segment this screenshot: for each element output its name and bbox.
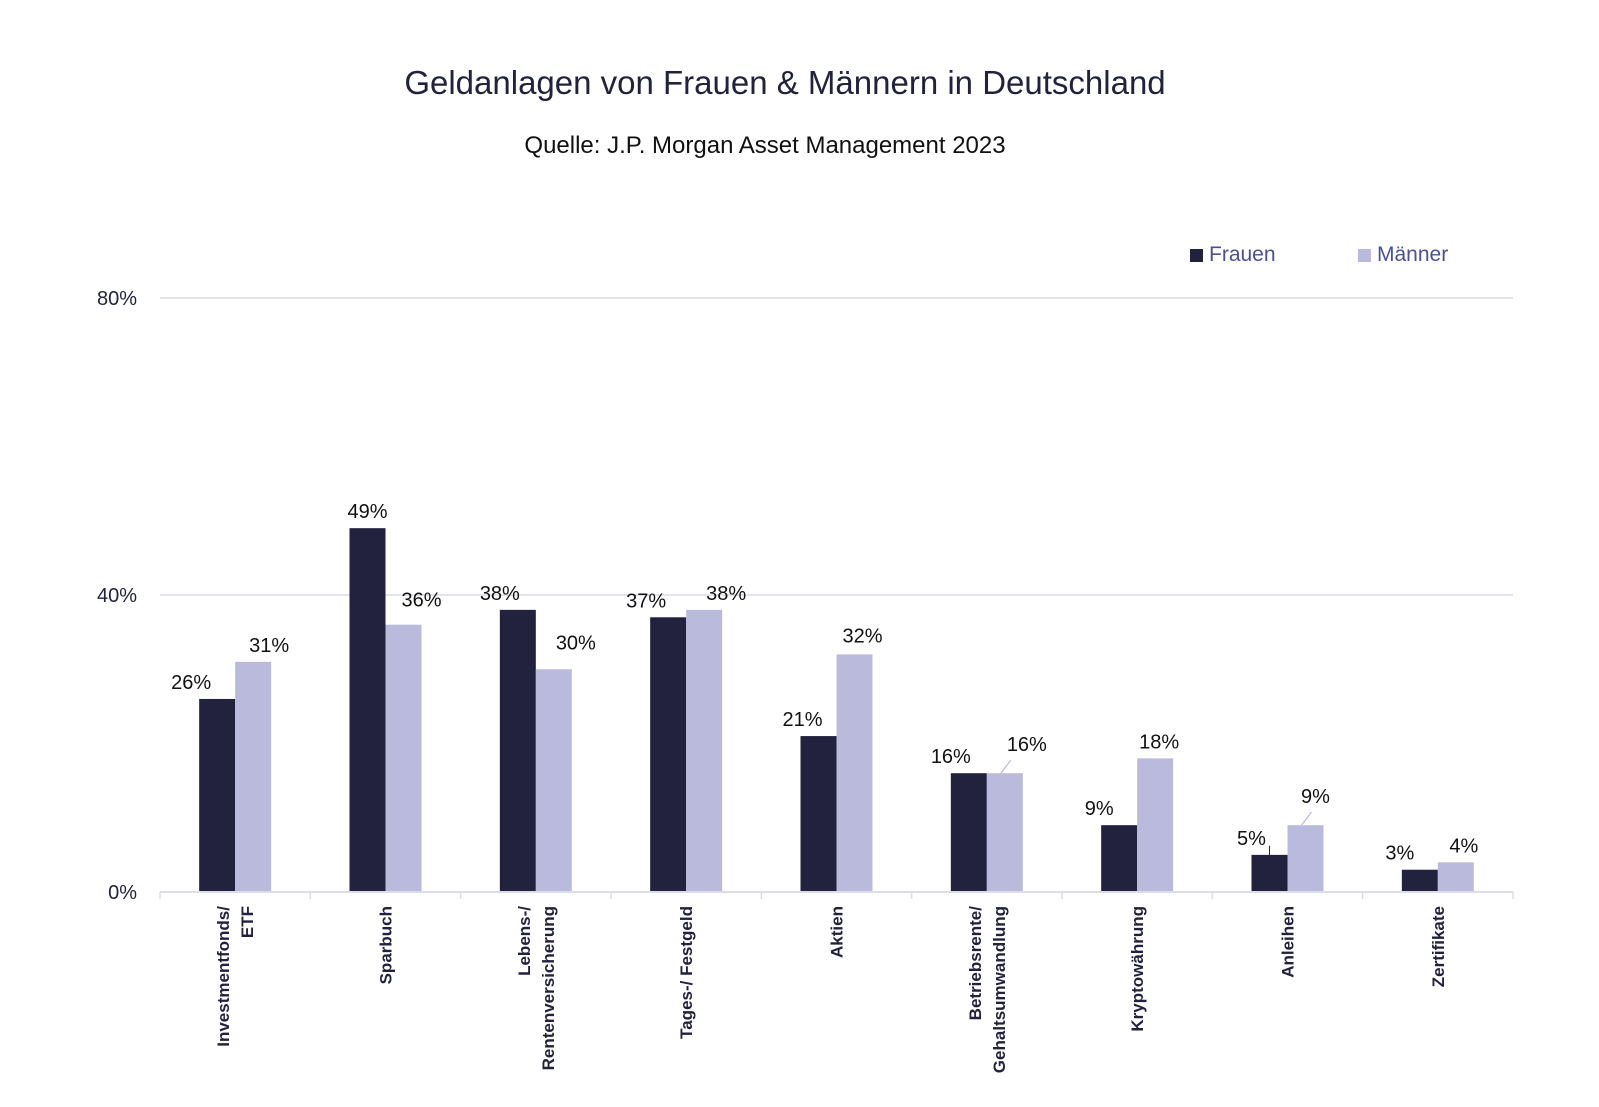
legend-swatch-frauen-icon (1190, 248, 1203, 262)
x-category-label: Kryptowährung (1128, 906, 1147, 1032)
data-label-maenner: 38% (706, 583, 746, 605)
data-label-frauen: 21% (782, 709, 822, 731)
data-label-maenner: 16% (1007, 734, 1047, 756)
data-label-frauen: 9% (1085, 798, 1114, 820)
data-label-frauen: 37% (626, 590, 666, 612)
x-category-label-line: Gehaltsumwandlung (990, 906, 1009, 1073)
bar-maenner (535, 669, 572, 892)
bar-maenner (235, 661, 272, 892)
legend-item-frauen: Frauen (1190, 243, 1276, 267)
data-labels: 26% 31% 49% 36% 38% 30% 37% 38% 21% 32% 16% 16% 9% 18… (171, 501, 1478, 865)
bar-frauen (1101, 825, 1138, 892)
x-axis: Investmentfonds/ETF Sparbuch Lebens-/ Rente… (159, 891, 1514, 1073)
bar-frauen (199, 698, 236, 892)
bar-maenner (986, 773, 1023, 892)
x-category-label-line: Lebens-/ (515, 906, 534, 976)
x-category-label-line: Investmentfonds/ (214, 906, 233, 1047)
bar-frauen (1401, 869, 1438, 892)
x-category-label-line: Rentenversicherung (539, 906, 558, 1070)
data-label-frauen: 5% (1237, 828, 1266, 850)
bar-maenner (385, 624, 422, 892)
data-label-frauen: 16% (931, 746, 971, 768)
data-label-maenner: 18% (1139, 731, 1179, 753)
bar-frauen (650, 617, 687, 892)
y-tick-label: 0% (108, 882, 137, 904)
legend-label-frauen: Frauen (1209, 243, 1276, 266)
y-tick-label: 40% (97, 585, 137, 607)
legend-item-maenner: Männer (1358, 243, 1448, 267)
x-category-label-line: Sparbuch (377, 906, 396, 984)
x-category-label: Lebens-/ Rentenversicherung (515, 906, 558, 1071)
x-category-label: Investmentfonds/ETF (214, 906, 257, 1047)
bar-maenner (686, 609, 723, 892)
data-label-maenner: 30% (556, 632, 596, 654)
x-category-label: Betriebsrente/Gehaltsumwandlung (966, 906, 1009, 1073)
x-category-label: Zertifikate (1429, 906, 1448, 987)
x-category-label: Anleihen (1279, 906, 1298, 978)
x-category-label-line: Kryptowährung (1128, 906, 1147, 1032)
bar-frauen (950, 773, 987, 892)
bar-frauen (499, 609, 536, 892)
chart-subtitle: Quelle: J.P. Morgan Asset Management 202… (524, 132, 1006, 159)
data-label-frauen: 3% (1385, 843, 1414, 865)
legend-swatch-maenner-icon (1358, 248, 1371, 262)
bar-maenner (1437, 862, 1474, 892)
data-label-maenner: 32% (842, 625, 882, 647)
x-category-label-line: Tages-/ Festgeld (677, 906, 696, 1039)
y-tick-label: 80% (97, 288, 137, 310)
legend-label-maenner: Männer (1377, 243, 1449, 266)
data-label-frauen: 49% (347, 501, 387, 523)
bar-frauen (1251, 854, 1288, 892)
chart-title: Geldanlagen von Frauen & Männern in Deut… (404, 64, 1166, 101)
data-label-frauen: 38% (480, 583, 520, 605)
bars (199, 528, 1474, 892)
data-label-frauen: 26% (171, 672, 211, 694)
bar-frauen (349, 528, 386, 892)
y-axis: 0% 40% 80% (97, 288, 137, 904)
x-category-label: Tages-/ Festgeld (677, 906, 696, 1039)
leader-line (1301, 811, 1312, 826)
data-label-maenner: 36% (401, 590, 441, 612)
x-category-label: Aktien (828, 906, 847, 958)
data-label-maenner: 9% (1301, 786, 1330, 808)
x-category-label-line: Betriebsrente/ (966, 906, 985, 1021)
leader-line (1000, 759, 1012, 774)
bar-maenner (836, 654, 873, 892)
x-category-label-line: Aktien (828, 906, 847, 958)
data-label-maenner: 31% (249, 635, 289, 657)
x-category-label-line: Zertifikate (1429, 906, 1448, 987)
x-category-label: Sparbuch (377, 906, 396, 984)
data-label-maenner: 4% (1449, 835, 1478, 857)
bar-maenner (1137, 758, 1174, 892)
x-category-label-line: Anleihen (1279, 906, 1298, 978)
bar-frauen (800, 736, 837, 892)
bar-maenner (1287, 825, 1324, 892)
x-category-label-line: ETF (238, 906, 257, 938)
